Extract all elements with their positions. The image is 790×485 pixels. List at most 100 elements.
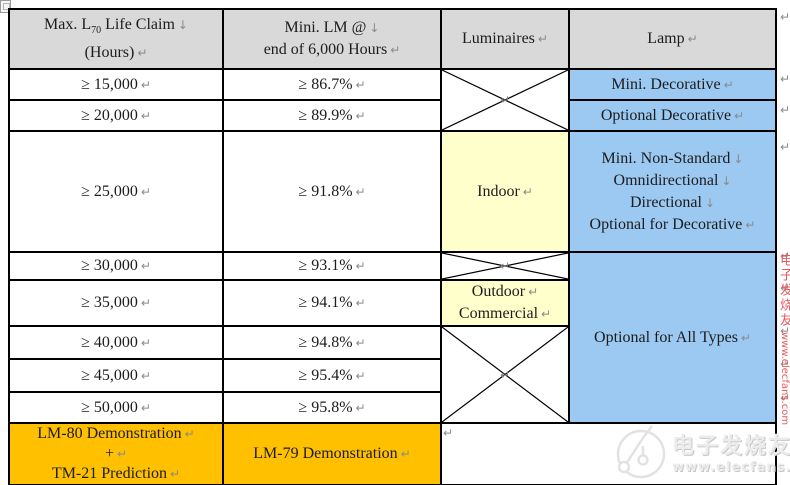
cell-footer-lm80-tm21[interactable]: LM-80 Demonstration ↵ + ↵ TM-21 Prediction… bbox=[8, 422, 224, 485]
paragraph-mark: ↵ bbox=[137, 45, 148, 60]
paragraph-mark: ↵ bbox=[355, 77, 366, 92]
paragraph-mark: ↵ bbox=[140, 108, 151, 123]
header-lamp[interactable]: Lamp ↵ bbox=[568, 8, 777, 70]
cell-lamp-optional-all-types[interactable]: Optional for All Types ↵ bbox=[568, 251, 777, 424]
header-line: Max. L70 Life Claim ↓ bbox=[12, 14, 220, 41]
header-text: Mini. LM @ bbox=[284, 19, 367, 36]
paragraph-mark: ↵ bbox=[355, 184, 366, 199]
lm-value: ≥ 91.8% bbox=[298, 182, 353, 200]
paragraph-mark: ↵ bbox=[140, 184, 151, 199]
cell-luminaires-crossed-3[interactable]: ↵ bbox=[440, 325, 570, 424]
lamp-value: Mini. Decorative bbox=[611, 75, 721, 93]
header-luminaires[interactable]: Luminaires ↵ bbox=[440, 8, 570, 70]
watermark-brand-cn: 电子发烧友 bbox=[672, 433, 790, 459]
cell-lm-941[interactable]: ≥ 94.1% ↵ bbox=[222, 279, 442, 327]
paragraph-mark: ↵ bbox=[537, 32, 548, 46]
table-row: ≥ 35,000 ↵ ≥ 94.1% ↵ Outdoor ↵ Commercial ↵ bbox=[8, 279, 776, 327]
lamp-value: Optional Decorative bbox=[600, 106, 732, 124]
paragraph-mark: ↵ bbox=[780, 324, 790, 338]
hours-value: ≥ 40,000 bbox=[81, 333, 138, 351]
cell-hours-45000[interactable]: ≥ 45,000 ↵ bbox=[8, 358, 224, 393]
lm-value: ≥ 95.4% bbox=[298, 366, 353, 384]
hours-value: ≥ 25,000 bbox=[81, 182, 138, 200]
watermark-elecfans-vertical: 电子发烧友 www.elecfans.com bbox=[775, 253, 790, 425]
line-break-mark: ↓ bbox=[733, 151, 744, 166]
paragraph-mark: ↵ bbox=[400, 447, 411, 461]
hours-value: ≥ 45,000 bbox=[81, 366, 138, 384]
lm-value: ≥ 94.8% bbox=[298, 333, 353, 351]
table-row: ≥ 45,000 ↵ ≥ 95.4% ↵ bbox=[8, 358, 776, 393]
cell-lm-948[interactable]: ≥ 94.8% ↵ bbox=[222, 325, 442, 360]
hours-value: ≥ 35,000 bbox=[81, 294, 138, 311]
paragraph-mark: ↵ bbox=[780, 249, 790, 263]
paragraph-mark: ↵ bbox=[780, 357, 790, 371]
paragraph-mark: ↵ bbox=[541, 307, 552, 321]
watermark-vertical-url: www.elecfans.com bbox=[779, 332, 790, 426]
footer-value: LM-79 Demonstration bbox=[253, 445, 398, 462]
cell-lamp-mini-decorative[interactable]: Mini. Decorative ↵ bbox=[568, 68, 777, 101]
lamp-value: Mini. Non-Standard bbox=[601, 149, 731, 167]
lamp-value: Optional for Decorative bbox=[589, 215, 743, 233]
cell-lm-867[interactable]: ≥ 86.7% ↵ bbox=[222, 68, 442, 101]
paragraph-mark: ↵ bbox=[723, 77, 734, 92]
header-max-life-claim[interactable]: Max. L70 Life Claim ↓ (Hours) ↵ bbox=[8, 8, 224, 70]
lm-value: ≥ 94.1% bbox=[298, 294, 353, 311]
cell-end-mark: ↵ bbox=[499, 367, 511, 382]
cell-footer-lm79[interactable]: LM-79 Demonstration ↵ bbox=[222, 422, 442, 485]
subscript-70: 70 bbox=[91, 25, 102, 37]
luminaire-value: Commercial bbox=[458, 305, 539, 322]
table-handle-icon[interactable] bbox=[0, 0, 11, 13]
hours-value: ≥ 15,000 bbox=[81, 75, 138, 93]
crossed-out-icon bbox=[442, 327, 568, 422]
cell-luminaires-crossed-1[interactable]: ↵ bbox=[440, 68, 570, 132]
cell-lm-954[interactable]: ≥ 95.4% ↵ bbox=[222, 358, 442, 393]
header-row: Max. L70 Life Claim ↓ (Hours) ↵ Mini. LM @… bbox=[8, 8, 777, 70]
header-text: Lamp bbox=[647, 30, 685, 47]
paragraph-mark: ↵ bbox=[140, 368, 151, 383]
cell-hours-50000[interactable]: ≥ 50,000 ↵ bbox=[8, 391, 224, 424]
paragraph-mark: ↵ bbox=[140, 400, 151, 415]
header-mini-lm[interactable]: Mini. LM @ ↓ end of 6,000 Hours ↵ bbox=[222, 8, 442, 70]
line-break-mark: ↓ bbox=[177, 18, 188, 33]
paragraph-mark: ↵ bbox=[390, 43, 401, 57]
lumen-maintenance-table: Max. L70 Life Claim ↓ (Hours) ↵ Mini. LM @… bbox=[8, 8, 777, 485]
lm-value: ≥ 95.8% bbox=[298, 398, 353, 416]
lamp-line: Mini. Non-Standard ↓ bbox=[572, 148, 773, 170]
cell-lamp-optional-decorative[interactable]: Optional Decorative ↵ bbox=[568, 99, 777, 132]
watermark-text-block: 电子发烧友 www.elecfans.com bbox=[672, 428, 790, 475]
paragraph-mark: ↵ bbox=[170, 467, 181, 481]
lm-value: ≥ 86.7% bbox=[298, 75, 353, 93]
paragraph-mark: ↵ bbox=[355, 259, 366, 273]
paragraph-mark: ↵ bbox=[780, 140, 790, 154]
cell-luminaires-outdoor-commercial[interactable]: Outdoor ↵ Commercial ↵ bbox=[440, 279, 570, 327]
line-break-mark: ↓ bbox=[704, 195, 716, 210]
cell-hours-25000[interactable]: ≥ 25,000 ↵ bbox=[8, 130, 224, 253]
lm-value: ≥ 89.9% bbox=[298, 106, 353, 124]
hours-value: ≥ 20,000 bbox=[81, 106, 138, 124]
lamp-line: Optional for Decorative ↵ bbox=[572, 214, 773, 236]
paragraph-mark: ↵ bbox=[355, 400, 366, 415]
cell-lm-958[interactable]: ≥ 95.8% ↵ bbox=[222, 391, 442, 424]
paragraph-mark: ↵ bbox=[184, 427, 195, 441]
cell-hours-35000[interactable]: ≥ 35,000 ↵ bbox=[8, 279, 224, 327]
cell-end-mark: ↵ bbox=[499, 259, 511, 273]
cell-luminaires-crossed-2[interactable]: ↵ bbox=[440, 251, 570, 281]
cell-hours-40000[interactable]: ≥ 40,000 ↵ bbox=[8, 325, 224, 360]
cell-hours-30000[interactable]: ≥ 30,000 ↵ bbox=[8, 251, 224, 281]
paragraph-mark: ↵ bbox=[687, 32, 698, 46]
cell-lm-899[interactable]: ≥ 89.9% ↵ bbox=[222, 99, 442, 132]
table-row: ≥ 15,000 ↵ ≥ 86.7% ↵ ↵ Mini. Decorative ↵ bbox=[8, 68, 777, 132]
paragraph-mark: ↵ bbox=[528, 285, 539, 299]
paragraph-mark: ↵ bbox=[140, 335, 151, 350]
footer-value: + bbox=[104, 445, 114, 462]
paragraph-mark: ↵ bbox=[522, 184, 533, 199]
luminaire-line: Outdoor ↵ bbox=[444, 282, 566, 303]
cell-hours-15000[interactable]: ≥ 15,000 ↵ bbox=[8, 68, 224, 101]
cell-lm-931[interactable]: ≥ 93.1% ↵ bbox=[222, 251, 442, 281]
cell-luminaires-indoor[interactable]: Indoor ↵ bbox=[440, 130, 570, 253]
cell-hours-20000[interactable]: ≥ 20,000 ↵ bbox=[8, 99, 224, 132]
cell-lm-918[interactable]: ≥ 91.8% ↵ bbox=[222, 130, 442, 253]
table-row: ≥ 50,000 ↵ ≥ 95.8% ↵ bbox=[8, 391, 776, 424]
cell-lamp-non-standard-group[interactable]: Mini. Non-Standard ↓ Omnidirectional ↓ Dir… bbox=[568, 130, 777, 253]
paragraph-mark: ↵ bbox=[140, 77, 151, 92]
